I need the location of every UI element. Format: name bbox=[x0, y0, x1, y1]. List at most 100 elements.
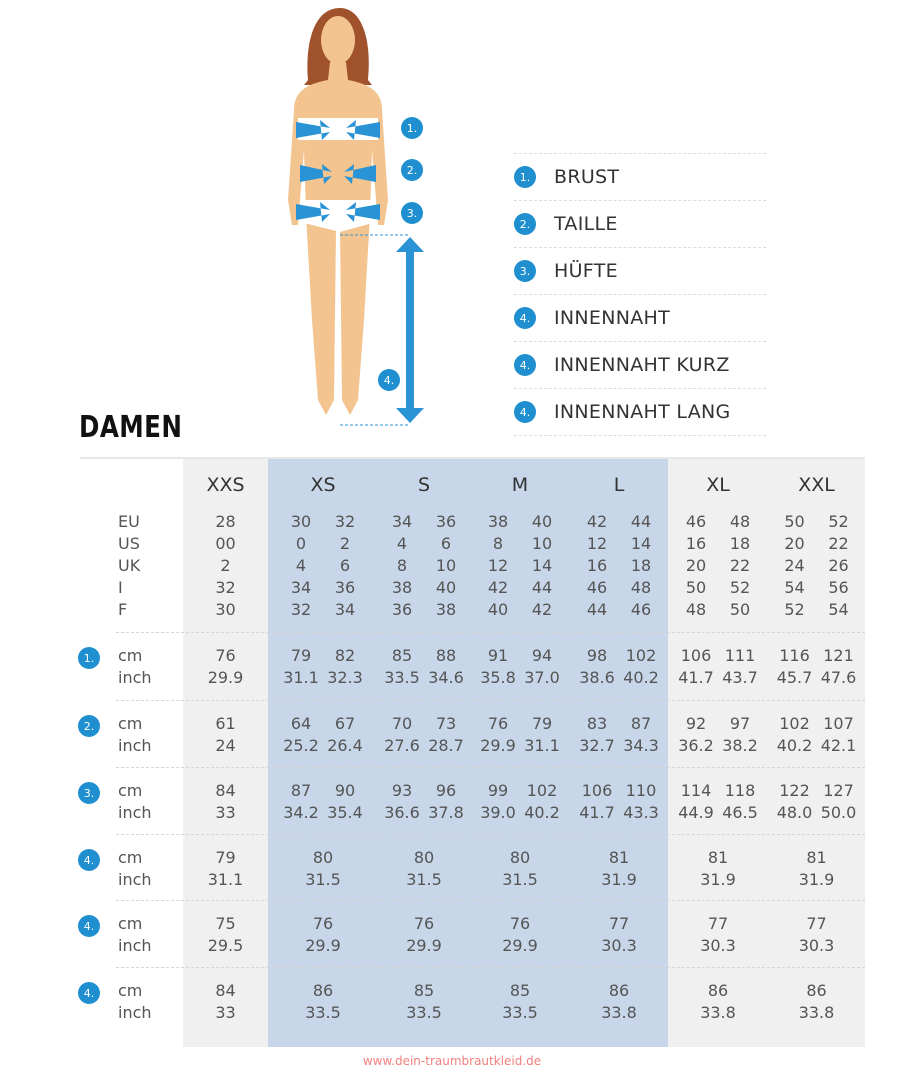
value: 33 bbox=[215, 1003, 236, 1022]
value: 33.5 bbox=[502, 1003, 538, 1022]
value: 48.0 bbox=[776, 803, 813, 822]
value: 45.7 bbox=[776, 668, 813, 687]
value: 91 bbox=[487, 646, 509, 665]
size-system-label: EU bbox=[118, 512, 140, 531]
value: 86 bbox=[608, 981, 630, 1000]
value: 106 bbox=[680, 646, 712, 665]
value: 33.5 bbox=[384, 668, 420, 687]
value: 44 bbox=[586, 600, 608, 619]
value: 46 bbox=[630, 600, 652, 619]
value: 76 bbox=[215, 646, 236, 665]
value: 40.2 bbox=[623, 668, 659, 687]
legend-label: TAILLE bbox=[554, 213, 618, 235]
value: 77 bbox=[806, 914, 827, 933]
value: 54 bbox=[828, 600, 849, 619]
value: 2 bbox=[220, 556, 231, 575]
body-measurement-figure bbox=[288, 8, 424, 426]
size-column bbox=[570, 459, 668, 1047]
figure-badge: 3. bbox=[401, 202, 423, 224]
value: 97 bbox=[729, 714, 751, 733]
value: 34.3 bbox=[623, 736, 659, 755]
value: 106 bbox=[581, 781, 613, 800]
value: 40.2 bbox=[776, 736, 813, 755]
value: 83 bbox=[586, 714, 608, 733]
value: 56 bbox=[828, 578, 849, 597]
value: 4 bbox=[295, 556, 307, 575]
unit-label: cm bbox=[118, 781, 143, 800]
size-column bbox=[668, 459, 768, 1047]
value: 48 bbox=[685, 600, 707, 619]
value: 36.6 bbox=[384, 803, 420, 822]
value: 38 bbox=[487, 512, 509, 531]
value: 22 bbox=[729, 556, 751, 575]
value: 18 bbox=[630, 556, 652, 575]
value: 81 bbox=[806, 848, 827, 867]
value: 87 bbox=[630, 714, 652, 733]
row-divider bbox=[116, 834, 865, 835]
legend-label: INNENNAHT LANG bbox=[554, 401, 731, 423]
value: 102 bbox=[779, 714, 810, 733]
value: 30.3 bbox=[601, 936, 637, 955]
value: 86 bbox=[707, 981, 729, 1000]
value: 98 bbox=[586, 646, 608, 665]
value: 38 bbox=[391, 578, 413, 597]
value: 6 bbox=[440, 534, 452, 553]
value: 48 bbox=[630, 578, 652, 597]
legend-item: 4. INNENNAHT LANG bbox=[514, 388, 766, 436]
legend-label: HÜFTE bbox=[554, 260, 618, 282]
value: 121 bbox=[823, 646, 854, 665]
legend-badge: 4. bbox=[514, 354, 536, 376]
unit-label: inch bbox=[118, 936, 152, 955]
value: 81 bbox=[608, 848, 630, 867]
unit-label: cm bbox=[118, 914, 143, 933]
value: 44.9 bbox=[678, 803, 714, 822]
value: 38 bbox=[435, 600, 457, 619]
value: 29.9 bbox=[480, 736, 516, 755]
size-header: XXS bbox=[206, 474, 245, 496]
value: 30.3 bbox=[798, 936, 835, 955]
size-header: XS bbox=[310, 474, 336, 496]
value: 33.8 bbox=[601, 1003, 637, 1022]
value: 41.7 bbox=[678, 668, 714, 687]
value: 84 bbox=[215, 981, 236, 1000]
unit-label: cm bbox=[118, 848, 143, 867]
value: 0 bbox=[295, 534, 307, 553]
value: 29.9 bbox=[406, 936, 442, 955]
value: 84 bbox=[215, 781, 236, 800]
value: 31.9 bbox=[798, 870, 835, 889]
value: 85 bbox=[391, 646, 413, 665]
measure-badge: 2. bbox=[78, 715, 100, 737]
legend-item: 2. TAILLE bbox=[514, 200, 766, 247]
value: 127 bbox=[823, 781, 854, 800]
value: 2 bbox=[339, 534, 351, 553]
value: 34.6 bbox=[428, 668, 464, 687]
value: 25.2 bbox=[283, 736, 319, 755]
value: 24 bbox=[215, 736, 236, 755]
row-divider bbox=[116, 900, 865, 901]
value: 46 bbox=[685, 512, 707, 531]
value: 85 bbox=[413, 981, 435, 1000]
value: 12 bbox=[487, 556, 509, 575]
value: 31.1 bbox=[283, 668, 319, 687]
value: 33.5 bbox=[406, 1003, 442, 1022]
value: 79 bbox=[290, 646, 312, 665]
value: 4 bbox=[396, 534, 408, 553]
value: 32 bbox=[334, 512, 356, 531]
value: 87 bbox=[290, 781, 312, 800]
value: 36 bbox=[435, 512, 457, 531]
value: 32 bbox=[290, 600, 312, 619]
value: 40 bbox=[487, 600, 509, 619]
value: 16 bbox=[586, 556, 608, 575]
value: 30.3 bbox=[700, 936, 736, 955]
value: 14 bbox=[531, 556, 553, 575]
value: 34 bbox=[391, 512, 413, 531]
size-column bbox=[470, 459, 570, 1047]
size-system-label: I bbox=[118, 578, 123, 597]
value: 110 bbox=[625, 781, 657, 800]
value: 61 bbox=[215, 714, 236, 733]
value: 37.8 bbox=[428, 803, 464, 822]
value: 31.9 bbox=[601, 870, 637, 889]
value: 73 bbox=[435, 714, 457, 733]
value: 48 bbox=[729, 512, 751, 531]
value: 36 bbox=[391, 600, 413, 619]
